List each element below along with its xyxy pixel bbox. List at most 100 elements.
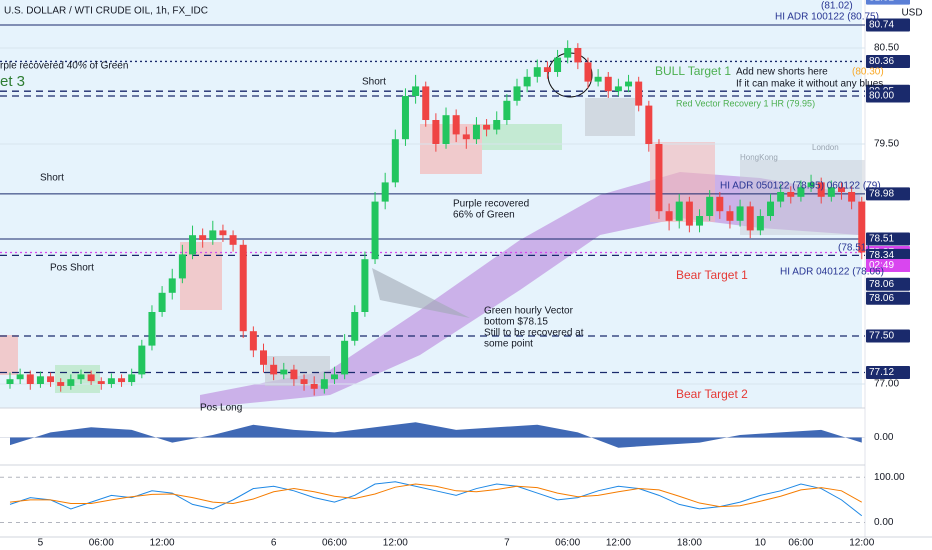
candle-body xyxy=(594,76,602,82)
candle-body xyxy=(574,48,582,63)
x-tick-label: 12:00 xyxy=(383,538,408,549)
momentum-area xyxy=(10,422,862,448)
annotation: If it can make it without any blues xyxy=(736,79,883,90)
candle-body xyxy=(138,345,146,375)
candle-body xyxy=(797,187,805,197)
annotation: Bear Target 1 xyxy=(676,268,748,282)
candle-body xyxy=(107,378,115,384)
price-badge-label: 80.00 xyxy=(869,91,894,102)
y-tick-label: 77.00 xyxy=(874,379,899,390)
candle-body xyxy=(16,374,24,380)
candle-body xyxy=(371,201,379,260)
annotation: (80.30) xyxy=(852,67,884,78)
candle-body xyxy=(229,235,237,245)
annotation: Red Vector Recovery 1 HR (79.95) xyxy=(676,98,815,108)
candle-body xyxy=(584,62,592,82)
candle-body xyxy=(543,67,551,72)
candle-body xyxy=(26,374,34,384)
candle-body xyxy=(290,369,298,380)
x-tick-label: 06:00 xyxy=(322,538,347,549)
candle-body xyxy=(47,376,55,383)
annotation: Add new shorts here xyxy=(736,67,828,78)
candle-body xyxy=(260,350,267,365)
candle-body xyxy=(767,201,774,216)
x-tick-label: 5 xyxy=(38,538,44,549)
annotation: BULL Target 1 xyxy=(655,64,731,78)
zone xyxy=(420,124,482,174)
candle-body xyxy=(189,235,197,255)
x-tick-label: 12:00 xyxy=(150,538,175,549)
candle-body xyxy=(858,201,866,253)
arrow xyxy=(372,268,470,318)
annotation: HI ADR 100122 (80.75) xyxy=(775,12,879,23)
price-badge xyxy=(866,0,910,5)
candle-body xyxy=(219,230,227,236)
annotation: bottom $78.15 xyxy=(484,317,548,328)
candle-body xyxy=(381,182,389,202)
candle-body xyxy=(614,86,622,92)
candle-body xyxy=(787,192,795,197)
candle-body xyxy=(442,115,450,144)
annotation: HongKong xyxy=(740,153,778,162)
candle-body xyxy=(87,374,95,382)
candle-body xyxy=(533,67,541,77)
x-tick-label: 06:00 xyxy=(555,538,580,549)
candle-body xyxy=(817,182,825,197)
annotation: Still to be recovered at xyxy=(484,328,584,339)
price-badge xyxy=(866,187,910,201)
price-badge xyxy=(866,248,910,262)
candle-body xyxy=(422,86,430,120)
candle-body xyxy=(848,192,856,202)
candle-body xyxy=(483,124,491,130)
candle-body xyxy=(199,235,207,240)
candle-body xyxy=(401,96,409,140)
candle-body xyxy=(391,139,399,183)
candle-body xyxy=(270,364,278,375)
candle-body xyxy=(645,105,653,144)
candle-body xyxy=(209,230,217,240)
candle-body xyxy=(330,374,338,380)
candle-body xyxy=(57,382,65,386)
price-badge-label: 78.34 xyxy=(869,250,894,261)
candle-body xyxy=(412,86,420,96)
candle-body xyxy=(118,378,126,383)
candle-body xyxy=(168,278,176,293)
candle-body xyxy=(178,254,186,279)
annotation: Pos Long xyxy=(200,403,242,414)
candle-body xyxy=(604,76,612,92)
candle-body xyxy=(341,340,349,375)
y-tick-label: 0.00 xyxy=(874,517,894,528)
candle-body xyxy=(635,81,643,106)
candle-body xyxy=(777,192,785,202)
candle-body xyxy=(685,201,693,226)
candle-body xyxy=(665,211,673,221)
annotation: et 3 xyxy=(0,73,25,90)
candle-body xyxy=(756,216,764,231)
candle-body xyxy=(726,211,734,221)
candle-body xyxy=(249,331,257,351)
currency: USD xyxy=(901,8,922,19)
price-badge xyxy=(866,277,910,291)
annotation: HI ADR 040122 (78.06) xyxy=(780,267,884,278)
x-tick-label: 12:00 xyxy=(606,538,631,549)
annotation: Bear Target 2 xyxy=(676,387,748,401)
candle-body xyxy=(827,187,835,197)
price-badge xyxy=(866,232,910,246)
candle-body xyxy=(696,216,704,226)
candle-body xyxy=(837,187,845,192)
y-tick-label: 79.50 xyxy=(874,139,899,150)
candle-body xyxy=(716,196,724,212)
candle-body xyxy=(310,384,318,389)
annotation: Short xyxy=(362,77,386,88)
price-badge-label: 80.74 xyxy=(869,20,894,31)
countdown-badge xyxy=(866,258,910,272)
chart-title: U.S. DOLLAR / WTI CRUDE OIL, 1h, FX_IDC xyxy=(4,6,208,17)
candle-body xyxy=(655,144,663,212)
price-badge-label: 80.36 xyxy=(869,56,894,67)
price-badge xyxy=(866,291,910,305)
annotation: London xyxy=(812,143,839,152)
ribbon xyxy=(200,172,860,408)
candle-body xyxy=(675,201,683,221)
x-tick-label: 10 xyxy=(755,538,767,549)
